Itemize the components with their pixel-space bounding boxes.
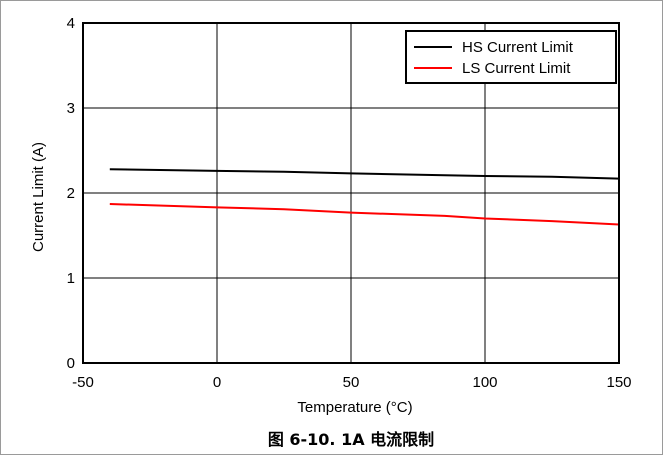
series-layer [109,168,620,226]
y-tick-label: 0 [67,355,75,372]
y-tick-label: 4 [67,15,75,32]
legend-label-hs: HS Current Limit [462,39,574,56]
x-tick-label: 50 [343,374,360,391]
plot-border [82,22,620,364]
y-tick-label: 2 [67,185,75,202]
series-line-1 [109,203,620,226]
y-tick-label: 3 [67,100,75,117]
x-axis-label: Temperature (°C) [297,399,412,416]
legend: HS Current Limit LS Current Limit [405,30,617,84]
series-line-0 [109,168,620,180]
x-tick-label: 100 [472,374,497,391]
x-tick-labels: -50 0 50 100 150 [72,374,631,391]
y-axis-label: Current Limit (A) [30,142,47,252]
legend-box [405,30,617,84]
y-tick-label: 1 [67,270,75,287]
legend-label-ls: LS Current Limit [462,60,571,77]
x-tick-label: -50 [72,374,94,391]
x-tick-label: 150 [606,374,631,391]
y-tick-labels: 0 1 2 3 4 [67,15,75,372]
figure-caption: 图 6-10. 1A 电流限制 [268,430,434,449]
x-tick-label: 0 [213,374,221,391]
